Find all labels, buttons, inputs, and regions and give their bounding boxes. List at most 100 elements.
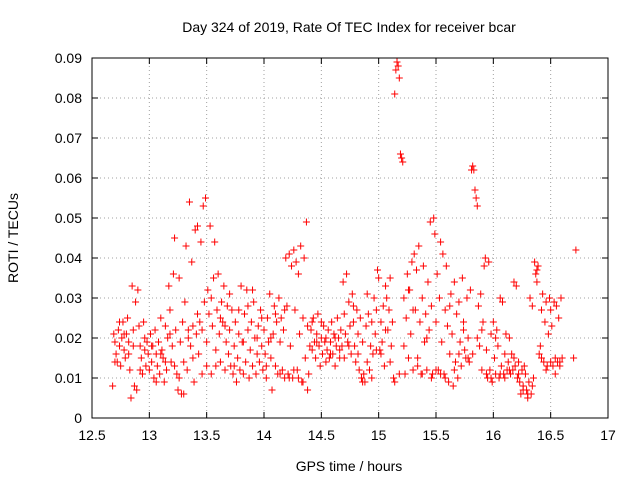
data-point-plus xyxy=(211,238,219,246)
data-point-plus xyxy=(156,370,164,378)
data-point-plus xyxy=(469,162,477,170)
data-point-plus xyxy=(532,270,540,278)
data-point-plus xyxy=(456,338,464,346)
data-point-plus xyxy=(528,382,536,390)
data-point-plus xyxy=(308,318,316,326)
data-point-plus xyxy=(357,374,365,382)
data-point-plus xyxy=(424,278,432,286)
data-point-plus xyxy=(218,298,226,306)
data-point-plus xyxy=(528,302,536,310)
chart-title: Day 324 of 2019, Rate Of TEC Index for r… xyxy=(182,19,516,35)
data-point-plus xyxy=(488,378,496,386)
x-tick-label: 15.5 xyxy=(422,427,449,443)
data-point-plus xyxy=(294,270,302,278)
data-point-plus xyxy=(517,390,525,398)
data-point-plus xyxy=(404,286,412,294)
data-point-plus xyxy=(129,326,137,334)
data-point-plus xyxy=(482,346,490,354)
data-point-plus xyxy=(540,358,548,366)
data-point-plus xyxy=(340,354,348,362)
data-point-plus xyxy=(421,338,429,346)
data-point-plus xyxy=(112,350,120,358)
data-point-plus xyxy=(262,362,270,370)
data-point-plus xyxy=(508,350,516,358)
data-point-plus xyxy=(551,354,559,362)
data-point-plus xyxy=(239,338,247,346)
data-point-plus xyxy=(182,242,190,250)
data-point-plus xyxy=(322,334,330,342)
data-point-plus xyxy=(478,366,486,374)
data-point-plus xyxy=(352,358,360,366)
data-point-plus xyxy=(198,326,206,334)
data-point-plus xyxy=(542,298,550,306)
data-point-plus xyxy=(393,58,401,66)
data-point-plus xyxy=(377,350,385,358)
data-point-plus xyxy=(499,298,507,306)
data-point-plus xyxy=(427,302,435,310)
data-point-plus xyxy=(521,370,529,378)
data-point-plus xyxy=(447,290,455,298)
data-point-plus xyxy=(450,366,458,374)
data-point-plus xyxy=(470,166,478,174)
data-point-plus xyxy=(294,374,302,382)
data-point-plus xyxy=(132,298,140,306)
data-point-plus xyxy=(284,370,292,378)
data-point-plus xyxy=(312,354,320,362)
data-point-plus xyxy=(504,358,512,366)
data-point-plus xyxy=(249,362,257,370)
data-point-plus xyxy=(261,350,269,358)
data-point-plus xyxy=(387,342,395,350)
data-point-plus xyxy=(429,370,437,378)
data-point-plus xyxy=(125,350,133,358)
data-point-plus xyxy=(176,338,184,346)
data-point-plus xyxy=(138,370,146,378)
data-point-plus xyxy=(520,362,528,370)
data-point-plus xyxy=(306,342,314,350)
data-point-plus xyxy=(150,374,158,382)
data-point-plus xyxy=(385,306,393,314)
data-point-plus xyxy=(363,290,371,298)
data-point-plus xyxy=(536,342,544,350)
data-point-plus xyxy=(541,318,549,326)
data-point-plus xyxy=(185,198,193,206)
data-point-plus xyxy=(283,302,291,310)
data-point-plus xyxy=(254,322,262,330)
data-point-plus xyxy=(480,262,488,270)
data-point-plus xyxy=(363,358,371,366)
data-point-plus xyxy=(400,342,408,350)
data-point-plus xyxy=(270,302,278,310)
data-point-plus xyxy=(505,334,513,342)
data-point-plus xyxy=(228,306,236,314)
data-point-plus xyxy=(171,234,179,242)
data-point-plus xyxy=(271,310,279,318)
data-point-plus xyxy=(413,266,421,274)
data-point-plus xyxy=(195,350,203,358)
data-point-plus xyxy=(534,262,542,270)
data-point-plus xyxy=(273,318,281,326)
data-point-plus xyxy=(230,342,238,350)
data-point-plus xyxy=(206,222,214,230)
data-point-plus xyxy=(196,318,204,326)
data-point-plus xyxy=(285,374,293,382)
data-point-plus xyxy=(391,378,399,386)
data-point-plus xyxy=(128,282,136,290)
data-point-plus xyxy=(414,362,422,370)
data-point-plus xyxy=(296,330,304,338)
data-point-plus xyxy=(466,286,474,294)
data-point-plus xyxy=(558,354,566,362)
data-point-plus xyxy=(175,274,183,282)
data-point-plus xyxy=(471,186,479,194)
data-point-plus xyxy=(515,370,523,378)
data-point-plus xyxy=(449,382,457,390)
data-point-plus xyxy=(348,290,356,298)
data-point-plus xyxy=(493,326,501,334)
data-point-plus xyxy=(394,62,402,70)
data-point-plus xyxy=(367,342,375,350)
data-point-plus xyxy=(235,306,243,314)
data-point-plus xyxy=(482,370,490,378)
x-tick-label: 13 xyxy=(142,427,158,443)
data-point-plus xyxy=(292,258,300,266)
data-point-plus xyxy=(355,366,363,374)
data-point-plus xyxy=(515,358,523,366)
data-point-plus xyxy=(497,362,505,370)
